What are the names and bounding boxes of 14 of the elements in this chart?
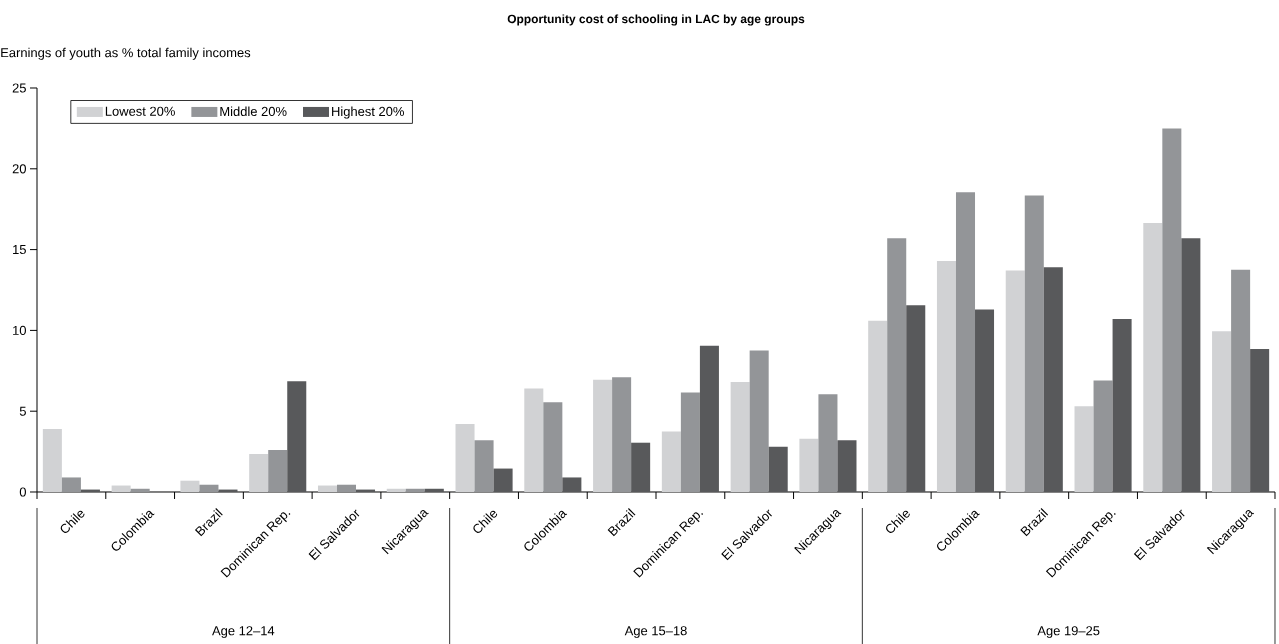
legend-label: Lowest 20% — [105, 106, 175, 116]
y-axis-title: Earnings of youth as % total family incomes — [1, 47, 251, 60]
y-tick-label: 10 — [13, 325, 26, 335]
y-tick-label: 0 — [19, 487, 26, 497]
y-tick-label: 25 — [12, 83, 26, 93]
legend-label: Highest 20% — [332, 106, 404, 119]
y-tick-label: 5 — [19, 406, 26, 416]
text: Age 15–18 — [624, 625, 687, 638]
chart-title: Opportunity cost of schooling in LAC by age groups — [507, 14, 805, 26]
legend-label: Middle 20% — [220, 106, 287, 116]
text: Age 19–25 — [1037, 625, 1100, 638]
text: Age 12–14 — [212, 625, 275, 638]
y-tick-label: 20 — [12, 164, 26, 174]
y-tick-label: 15 — [13, 244, 26, 254]
